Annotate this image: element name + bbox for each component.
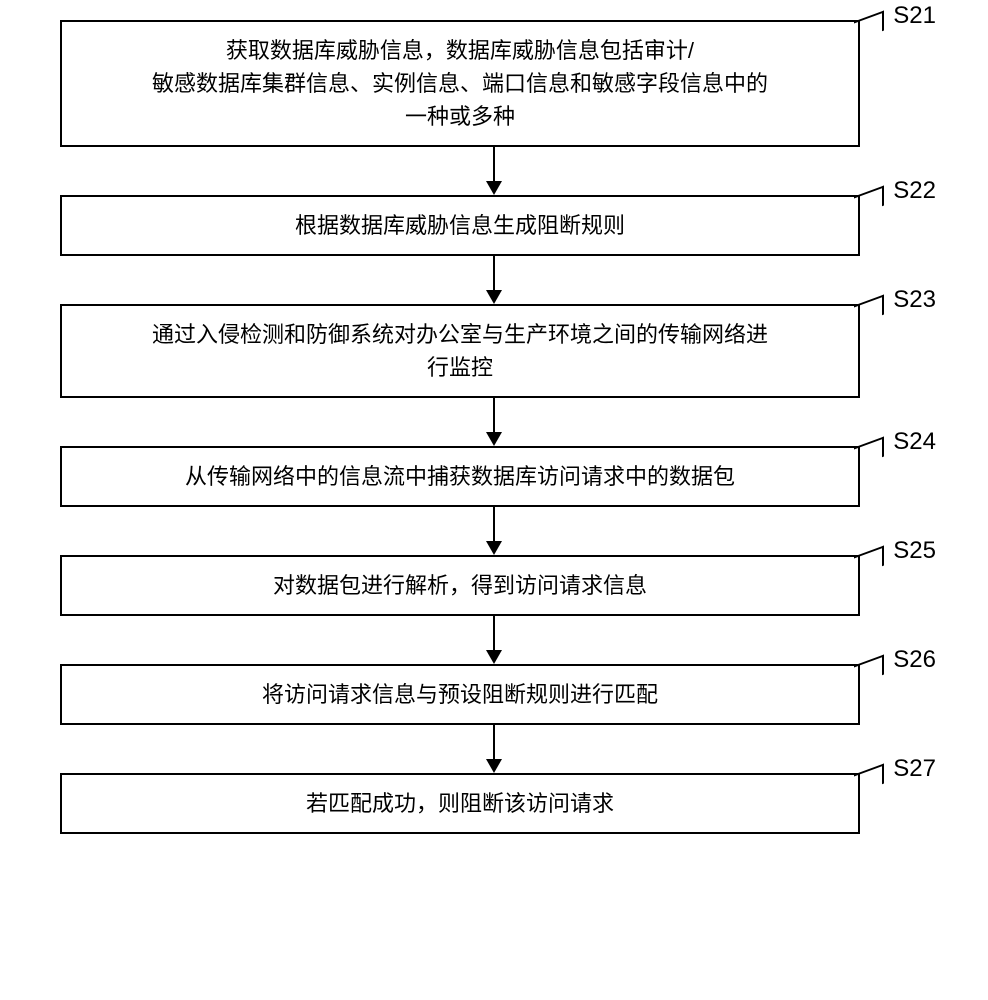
step-box-1: 获取数据库威胁信息，数据库威胁信息包括审计/敏感数据库集群信息、实例信息、端口信… <box>60 20 860 147</box>
step-label-1: S21 <box>893 2 936 30</box>
arrow-6 <box>94 725 894 773</box>
step-wrapper-7: 若匹配成功，则阻断该访问请求 S27 <box>60 773 928 834</box>
arrow-3 <box>94 398 894 446</box>
label-area-2: S22 <box>854 187 936 211</box>
arrow-head-6 <box>486 759 502 773</box>
step-text-5: 对数据包进行解析，得到访问请求信息 <box>273 569 647 602</box>
step-label-6: S26 <box>893 646 936 674</box>
label-area-4: S24 <box>854 438 936 462</box>
label-area-3: S23 <box>854 296 936 320</box>
step-label-5: S25 <box>893 537 936 565</box>
label-curve-7 <box>854 764 884 795</box>
step-wrapper-3: 通过入侵检测和防御系统对办公室与生产环境之间的传输网络进行监控 S23 <box>60 304 928 398</box>
label-curve-1 <box>854 11 884 42</box>
arrow-line-1 <box>493 147 495 181</box>
arrow-line-6 <box>493 725 495 759</box>
arrow-1 <box>94 147 894 195</box>
step-text-2: 根据数据库威胁信息生成阻断规则 <box>295 209 625 242</box>
label-area-5: S25 <box>854 547 936 571</box>
step-text-3: 通过入侵检测和防御系统对办公室与生产环境之间的传输网络进行监控 <box>152 318 768 384</box>
step-label-2: S22 <box>893 177 936 205</box>
step-text-6: 将访问请求信息与预设阻断规则进行匹配 <box>262 678 658 711</box>
step-wrapper-4: 从传输网络中的信息流中捕获数据库访问请求中的数据包 S24 <box>60 446 928 507</box>
step-label-7: S27 <box>893 755 936 783</box>
arrow-line-2 <box>493 256 495 290</box>
step-wrapper-2: 根据数据库威胁信息生成阻断规则 S22 <box>60 195 928 256</box>
label-curve-6 <box>854 655 884 686</box>
flowchart-container: 获取数据库威胁信息，数据库威胁信息包括审计/敏感数据库集群信息、实例信息、端口信… <box>60 20 928 834</box>
arrow-head-1 <box>486 181 502 195</box>
arrow-line-5 <box>493 616 495 650</box>
label-area-6: S26 <box>854 656 936 680</box>
arrow-line-4 <box>493 507 495 541</box>
arrow-head-2 <box>486 290 502 304</box>
label-area-7: S27 <box>854 765 936 789</box>
step-box-2: 根据数据库威胁信息生成阻断规则 <box>60 195 860 256</box>
arrow-head-3 <box>486 432 502 446</box>
step-label-3: S23 <box>893 286 936 314</box>
step-wrapper-1: 获取数据库威胁信息，数据库威胁信息包括审计/敏感数据库集群信息、实例信息、端口信… <box>60 20 928 147</box>
step-text-7: 若匹配成功，则阻断该访问请求 <box>306 787 614 820</box>
label-curve-2 <box>854 186 884 217</box>
arrow-5 <box>94 616 894 664</box>
step-wrapper-5: 对数据包进行解析，得到访问请求信息 S25 <box>60 555 928 616</box>
label-curve-3 <box>854 295 884 326</box>
arrow-2 <box>94 256 894 304</box>
label-curve-4 <box>854 437 884 468</box>
label-curve-5 <box>854 546 884 577</box>
step-box-4: 从传输网络中的信息流中捕获数据库访问请求中的数据包 <box>60 446 860 507</box>
arrow-head-4 <box>486 541 502 555</box>
step-text-1: 获取数据库威胁信息，数据库威胁信息包括审计/敏感数据库集群信息、实例信息、端口信… <box>152 34 768 133</box>
label-area-1: S21 <box>854 12 936 36</box>
step-box-7: 若匹配成功，则阻断该访问请求 <box>60 773 860 834</box>
step-box-5: 对数据包进行解析，得到访问请求信息 <box>60 555 860 616</box>
arrow-line-3 <box>493 398 495 432</box>
arrow-4 <box>94 507 894 555</box>
step-wrapper-6: 将访问请求信息与预设阻断规则进行匹配 S26 <box>60 664 928 725</box>
step-box-6: 将访问请求信息与预设阻断规则进行匹配 <box>60 664 860 725</box>
step-label-4: S24 <box>893 428 936 456</box>
arrow-head-5 <box>486 650 502 664</box>
step-text-4: 从传输网络中的信息流中捕获数据库访问请求中的数据包 <box>185 460 735 493</box>
step-box-3: 通过入侵检测和防御系统对办公室与生产环境之间的传输网络进行监控 <box>60 304 860 398</box>
